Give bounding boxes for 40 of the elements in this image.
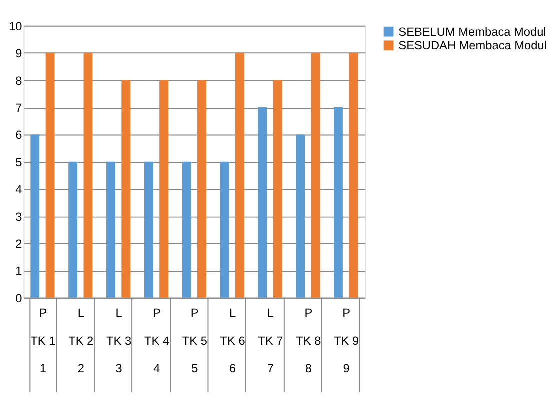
x-tick-label: L TK 6 6 bbox=[220, 306, 246, 376]
x-tick-label: L TK 2 2 bbox=[68, 306, 94, 376]
bar bbox=[68, 162, 78, 298]
bar bbox=[144, 162, 154, 298]
x-tick-label: P TK 4 4 bbox=[144, 306, 170, 376]
bar bbox=[296, 134, 306, 298]
bar bbox=[273, 80, 282, 298]
bar bbox=[122, 80, 131, 298]
bar bbox=[334, 108, 343, 298]
y-tick-label: 3 bbox=[16, 210, 23, 224]
bar bbox=[84, 53, 93, 298]
bar bbox=[311, 53, 320, 298]
bar bbox=[182, 162, 192, 298]
x-tick-label: P TK 9 9 bbox=[334, 306, 360, 376]
y-tick-label: 7 bbox=[16, 100, 22, 115]
y-tick-label: 1 bbox=[16, 264, 23, 278]
y-tick-label: 5 bbox=[16, 155, 23, 170]
x-tick-label: L TK 3 3 bbox=[106, 306, 132, 376]
x-tick-label: P TK 1 1 bbox=[30, 306, 56, 376]
bar bbox=[198, 80, 206, 298]
x-tick-label: L TK 7 7 bbox=[258, 306, 284, 376]
x-tick-label: P TK 8 8 bbox=[296, 306, 322, 376]
bar bbox=[160, 80, 169, 298]
y-tick-label: 9 bbox=[16, 46, 23, 61]
y-tick-label: 0 bbox=[16, 291, 23, 306]
legend-label: SEBELUM Membaca Modul bbox=[398, 24, 546, 39]
x-tick-label: P TK 5 5 bbox=[182, 306, 208, 376]
y-tick-label: 6 bbox=[16, 128, 23, 142]
y-tick-label: 4 bbox=[16, 182, 23, 197]
y-tick-label: 2 bbox=[16, 236, 22, 251]
y-tick-label: 8 bbox=[16, 74, 23, 88]
legend-label: SESUDAH Membaca Modul bbox=[398, 38, 547, 53]
bar bbox=[30, 134, 40, 298]
bar bbox=[235, 53, 244, 298]
bar bbox=[258, 108, 268, 298]
bar bbox=[46, 53, 55, 298]
bar bbox=[220, 162, 230, 298]
bar bbox=[106, 162, 116, 298]
y-tick-label: 10 bbox=[9, 19, 23, 34]
bar bbox=[349, 53, 358, 298]
